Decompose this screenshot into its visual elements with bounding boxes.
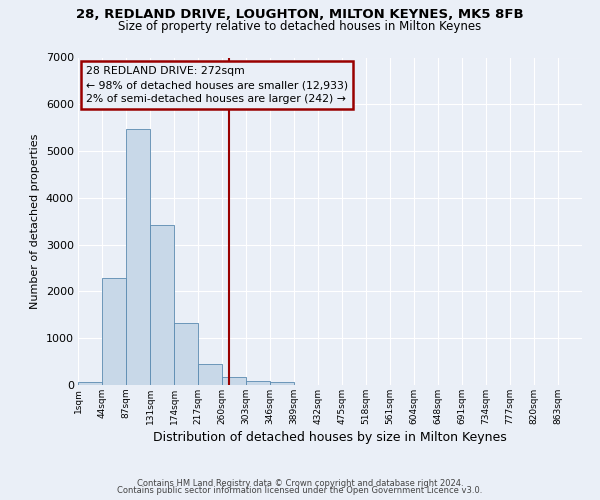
Bar (175, 323, 198, 385)
Bar (102, 278, 126, 385)
Text: 28 REDLAND DRIVE: 272sqm
← 98% of detached houses are smaller (12,933)
2% of sem: 28 REDLAND DRIVE: 272sqm ← 98% of detach… (86, 66, 347, 104)
Bar (198, 364, 222, 385)
Text: Size of property relative to detached houses in Milton Keynes: Size of property relative to detached ho… (118, 20, 482, 33)
Bar (270, 382, 294, 385)
Bar (246, 381, 270, 385)
Bar (78, 382, 102, 385)
Bar (151, 224, 175, 385)
Y-axis label: Number of detached properties: Number of detached properties (30, 134, 40, 309)
X-axis label: Distribution of detached houses by size in Milton Keynes: Distribution of detached houses by size … (153, 431, 507, 444)
Bar (126, 128, 151, 385)
Text: 28, REDLAND DRIVE, LOUGHTON, MILTON KEYNES, MK5 8FB: 28, REDLAND DRIVE, LOUGHTON, MILTON KEYN… (76, 8, 524, 20)
Text: Contains public sector information licensed under the Open Government Licence v3: Contains public sector information licen… (118, 486, 482, 495)
Bar (222, 377, 246, 385)
Text: Contains HM Land Registry data © Crown copyright and database right 2024.: Contains HM Land Registry data © Crown c… (137, 478, 463, 488)
